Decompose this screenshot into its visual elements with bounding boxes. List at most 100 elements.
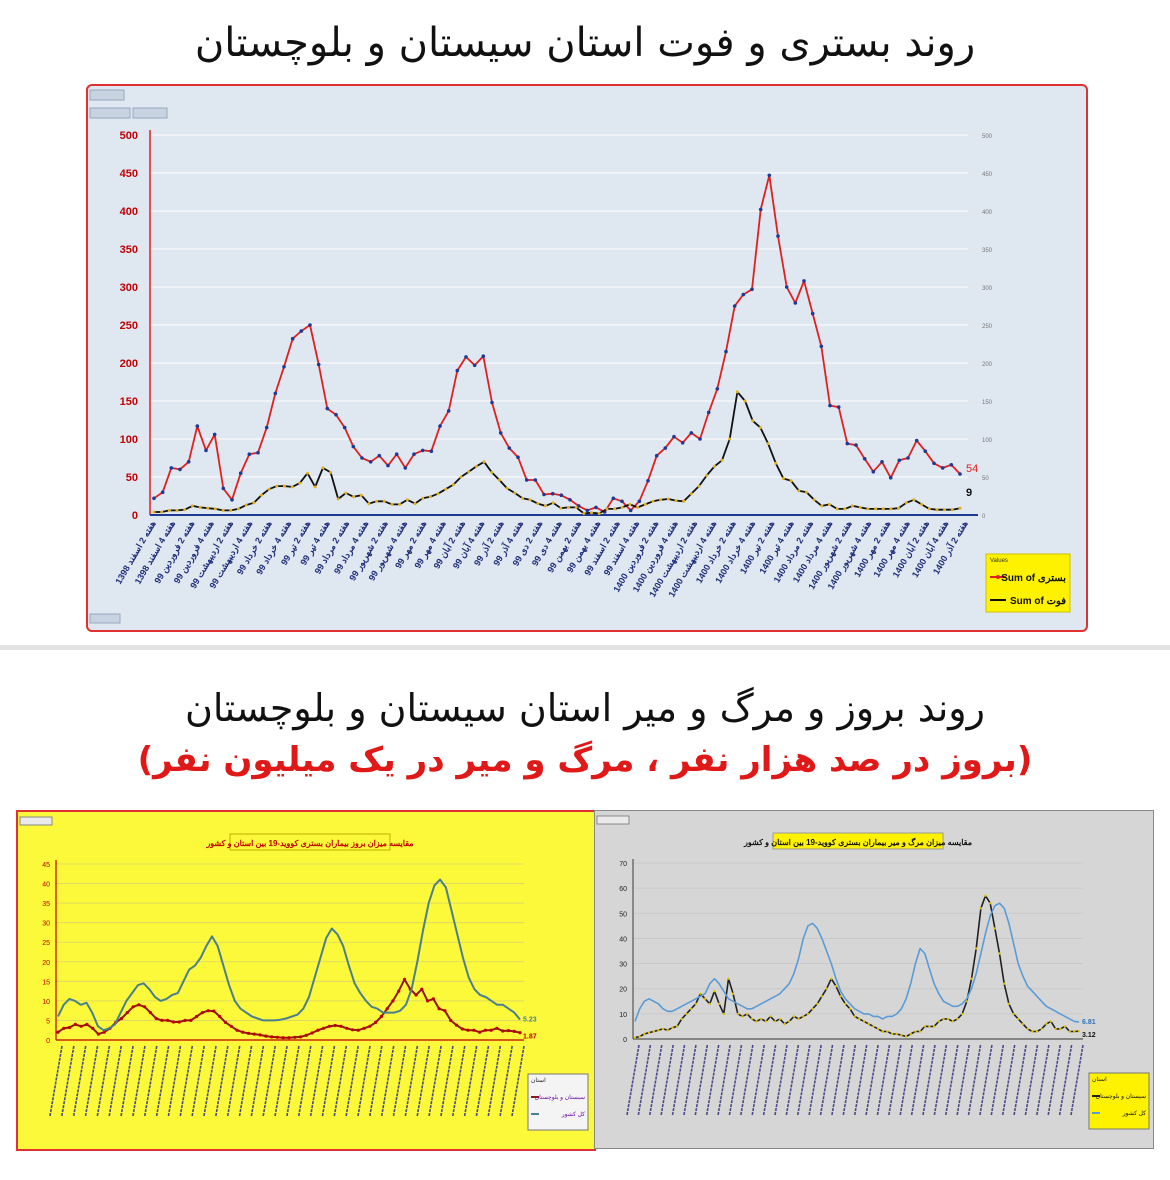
svg3-province-point-84 xyxy=(1026,1027,1029,1031)
chart1-death-point-22 xyxy=(321,466,325,470)
svg3-xtick-mark xyxy=(1036,1044,1050,1116)
chart1-hosp-point-72 xyxy=(776,234,780,238)
svg2-province-point-5 xyxy=(85,1022,89,1026)
chart1-hosp-point-9 xyxy=(230,498,234,502)
chart1-death-point-44 xyxy=(490,470,494,474)
chart1-death-point-76 xyxy=(735,390,739,394)
chart1-hosp-point-59 xyxy=(663,446,668,450)
chart1-hosp-point-76 xyxy=(810,311,815,316)
chart1-ytick-right: 250 xyxy=(982,324,993,330)
chart1-death-point-37 xyxy=(436,492,440,496)
chart1-death-point-50 xyxy=(536,502,540,506)
chart1-death-point-9 xyxy=(221,508,225,512)
chart1-death-point-87 xyxy=(820,504,824,508)
svg2-xtick-mark xyxy=(333,1045,348,1117)
svg3-xtick-mark xyxy=(1001,1044,1016,1116)
chart1-hosp-point-65 xyxy=(715,387,720,391)
svg3-province-point-59 xyxy=(909,1032,912,1036)
chart2-frame: مقایسه میزان بروز بیماران بستری کووید-19… xyxy=(16,810,596,1151)
svg3-title: مقایسه میزان مرگ و میر بیماران بستری کوو… xyxy=(743,837,972,848)
chart1-death-point-52 xyxy=(551,501,555,505)
svg2-province-point-69 xyxy=(454,1023,459,1027)
chart1-hosp-point-42 xyxy=(516,455,520,460)
svg3-province-point-2 xyxy=(643,1032,646,1036)
svg3-province-point-64 xyxy=(932,1025,936,1028)
svg2-ytick: 25 xyxy=(42,940,50,947)
chart1-death-point-95 xyxy=(881,507,885,511)
chart1-death-point-32 xyxy=(398,502,402,506)
svg2-xtick-mark xyxy=(416,1045,431,1117)
svg2-province-point-23 xyxy=(189,1018,193,1022)
chart1-death-point-45 xyxy=(497,478,501,482)
svg2-xtick-mark xyxy=(463,1045,478,1117)
chart1-death-point-7 xyxy=(206,506,210,510)
svg2-xtick-mark xyxy=(274,1045,288,1117)
chart1-hosp-point-67 xyxy=(732,304,737,308)
svg3-province-point-56 xyxy=(895,1032,898,1036)
chart1-death-point-19 xyxy=(298,481,302,485)
svg3-xtick-mark xyxy=(956,1044,970,1116)
svg2-province-point-4 xyxy=(79,1024,83,1028)
chart1-hosp-point-8 xyxy=(221,486,226,491)
svg2-xtick-mark xyxy=(84,1045,99,1117)
svg3-xtick-mark xyxy=(774,1044,788,1116)
chart1-hosp-point-36 xyxy=(464,355,468,359)
svg3-province-point-9 xyxy=(675,1025,679,1028)
svg3-province-point-28 xyxy=(764,1020,768,1023)
chart1-svg: 0 0 50 50 100 100 150 150 200 200 250 250 300 300 350 3… xyxy=(89,89,1071,624)
chart1-legend-title: Values xyxy=(990,558,1008,564)
svg3-xtick-mark xyxy=(990,1044,1005,1116)
svg3-ytick: 70 xyxy=(619,861,627,868)
svg2-xtick-mark xyxy=(120,1045,134,1117)
chart1-death-point-34 xyxy=(413,502,417,506)
svg2-legend-title: استان xyxy=(531,1077,546,1084)
svg3-province-point-10 xyxy=(680,1017,683,1021)
svg3-province-point-52 xyxy=(876,1027,880,1031)
chart1-death-point-6 xyxy=(198,505,202,509)
chart1-hosp-point-87 xyxy=(906,456,910,460)
chart1-hosp-point-14 xyxy=(273,391,278,396)
svg3-province-point-72 xyxy=(970,977,973,980)
svg3-xtick-mark xyxy=(1024,1044,1039,1116)
svg3-province-point-16 xyxy=(708,1002,711,1005)
svg3-xtick-mark xyxy=(899,1044,914,1116)
svg3-xtick-mark xyxy=(785,1044,800,1116)
chart1-death-point-94 xyxy=(874,507,878,511)
svg3-province-point-91 xyxy=(1059,1027,1062,1031)
svg2-province-point-25 xyxy=(200,1011,204,1015)
svg3-xtick-mark xyxy=(762,1044,777,1116)
svg2-xtick-mark xyxy=(238,1045,253,1117)
chart1-death-point-105 xyxy=(958,506,962,510)
chart1-hosp-point-12 xyxy=(256,450,260,455)
chart1-hosp-point-55 xyxy=(628,508,633,513)
svg3-province-point-17 xyxy=(713,990,716,993)
chart1-death-point-101 xyxy=(927,507,931,511)
chart1-death-point-62 xyxy=(628,502,632,506)
chart1-hosp-point-2 xyxy=(169,466,174,470)
svg3-province-point-21 xyxy=(731,992,735,995)
svg2-xtick-mark xyxy=(309,1045,324,1117)
svg3-xtick-mark xyxy=(842,1044,857,1116)
svg3-province-point-95 xyxy=(1077,1030,1081,1033)
chart1-ytick-right: 450 xyxy=(982,172,993,178)
svg3-xtick-mark xyxy=(819,1044,834,1116)
svg2-province-point-12 xyxy=(125,1011,129,1015)
chart1-death-point-99 xyxy=(912,498,916,502)
svg2-province-point-42 xyxy=(299,1035,303,1039)
chart1-hosp-point-3 xyxy=(178,467,182,472)
chart1-death-point-85 xyxy=(805,490,808,494)
svg3-ytick: 50 xyxy=(619,911,627,918)
chart1-hosp-point-64 xyxy=(706,410,711,415)
svg2-legend-box xyxy=(527,1073,589,1131)
chart1-hosp-point-83 xyxy=(871,469,876,474)
svg2-province-point-6 xyxy=(91,1026,95,1030)
svg3-xtick-mark xyxy=(1013,1044,1027,1116)
section-divider xyxy=(0,645,1170,650)
chart1-death-point-20 xyxy=(306,471,309,475)
svg2-ytick: 35 xyxy=(42,901,50,908)
svg3-province-point-70 xyxy=(961,1012,964,1016)
chart1-hosp-point-51 xyxy=(594,505,598,510)
chart1-hosp-point-11 xyxy=(247,452,252,457)
svg2-xtick-mark xyxy=(392,1045,407,1117)
svg2-province-point-73 xyxy=(478,1030,482,1034)
